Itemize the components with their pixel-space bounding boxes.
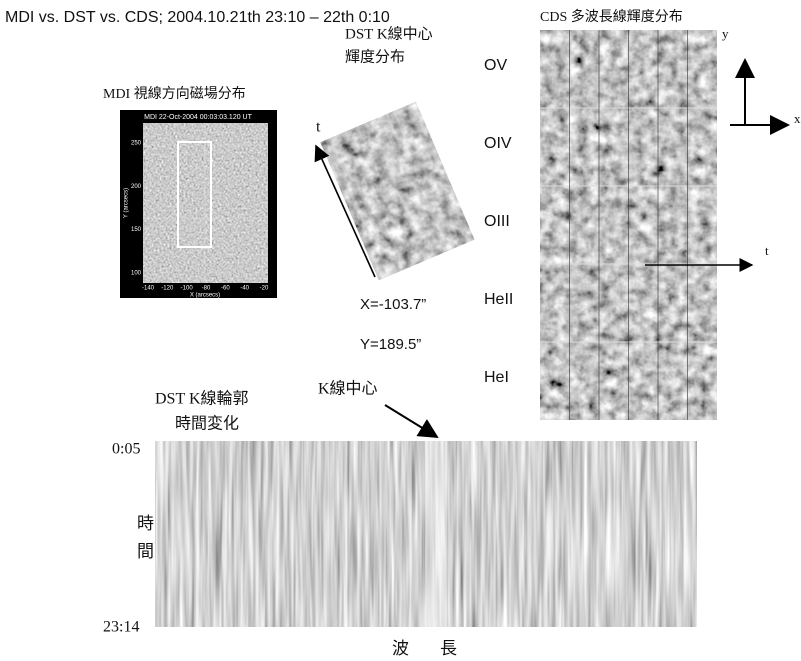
profile-xlabel: 長 — [440, 639, 457, 658]
profile-xlabel: 波 — [392, 639, 409, 658]
mdi-y-tick: 150 — [131, 227, 142, 233]
dst-coord: Y=189.5” — [360, 336, 421, 353]
mdi-x-tick: -80 — [202, 286, 211, 292]
mdi-y-tick: 200 — [131, 184, 142, 190]
mdi-x-tick: -140 — [142, 286, 155, 292]
mdi-x-tick: -40 — [240, 286, 249, 292]
cds-line-label: OIII — [484, 213, 510, 230]
cds-line-label: OIV — [484, 135, 512, 152]
mdi-x-tick: -20 — [260, 286, 269, 292]
mdi-ylabel: Y (arcsecs) — [124, 188, 130, 218]
dst-label: 輝度分布 — [345, 48, 405, 65]
cds-label: CDS 多波長線輝度分布 — [540, 8, 683, 25]
cds-line-label: OV — [484, 57, 507, 74]
dst-coord: X=-103.7” — [360, 296, 426, 313]
figure: MDI vs. DST vs. CDS; 2004.10.21th 23:10 … — [0, 0, 801, 661]
cds-line-label: HeI — [484, 369, 509, 386]
cds-time-axis: t — [765, 243, 769, 258]
time-start: 0:05 — [112, 441, 140, 458]
time-end: 23:14 — [103, 619, 139, 636]
profile-ylabel: 間 — [137, 542, 154, 561]
profile-ylabel: 時 — [137, 514, 154, 533]
dst-image — [320, 102, 474, 281]
mdi-xlabel: X (arcsecs) — [190, 293, 220, 299]
k-line-center — [425, 441, 447, 627]
cds-axis: y — [722, 26, 729, 41]
profile-label: 時間変化 — [175, 415, 239, 433]
dst-label: DST K線中心 — [345, 25, 433, 42]
cds-axis: x — [794, 111, 801, 126]
profile-marker: K線中心 — [318, 380, 378, 398]
mdi-x-tick: -100 — [181, 286, 194, 292]
mdi-header: MDI 22-Oct-2004 00:03:03.120 UT — [144, 114, 253, 121]
mdi-x-tick: -120 — [161, 286, 174, 292]
profile-label: DST K線輪郭 — [155, 390, 249, 408]
mdi-image — [143, 123, 268, 283]
mdi-y-tick: 250 — [131, 141, 142, 147]
mdi-label: MDI 視線方向磁場分布 — [103, 86, 246, 102]
mdi-y-tick: 100 — [131, 271, 142, 277]
marker-arrow — [385, 405, 437, 437]
mdi-x-tick: -60 — [221, 286, 230, 292]
dst-axis: t — [316, 119, 321, 136]
title: MDI vs. DST vs. CDS; 2004.10.21th 23:10 … — [5, 9, 390, 26]
cds-line-label: HeII — [484, 291, 513, 308]
